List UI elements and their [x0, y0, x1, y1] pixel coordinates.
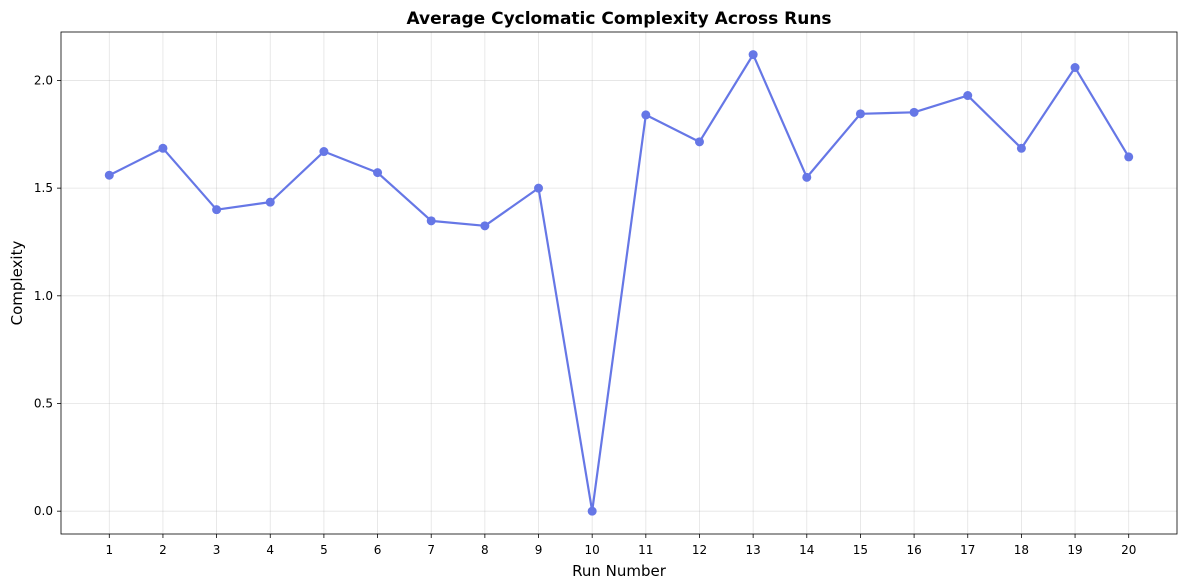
- grid: [61, 32, 1177, 534]
- x-tick-label: 12: [692, 543, 707, 557]
- x-tick-label: 6: [374, 543, 382, 557]
- y-axis-label: Complexity: [8, 241, 26, 326]
- data-point: [534, 183, 544, 193]
- x-tick-label: 1: [105, 543, 113, 557]
- data-point: [963, 91, 973, 101]
- x-tick-label: 5: [320, 543, 328, 557]
- x-tick-label: 13: [745, 543, 760, 557]
- y-ticks: 0.0 0.5 1.0 1.5 2.0: [34, 73, 61, 518]
- data-point: [104, 170, 114, 180]
- plot-frame: [60, 31, 1178, 535]
- y-tick-label: 0.0: [34, 504, 53, 518]
- data-point: [587, 506, 597, 516]
- x-tick-label: 2: [159, 543, 167, 557]
- x-tick-label: 14: [799, 543, 814, 557]
- data-point: [1124, 152, 1134, 162]
- x-ticks: 1 2 3 4 5 6 7 8 9 10 11 12 13 14 15 16 17 18 19 20: [105, 534, 1136, 557]
- x-tick-label: 18: [1014, 543, 1029, 557]
- x-tick-label: 7: [427, 543, 435, 557]
- x-tick-label: 17: [960, 543, 975, 557]
- x-tick-label: 3: [213, 543, 221, 557]
- data-point: [426, 216, 436, 226]
- x-tick-label: 16: [906, 543, 921, 557]
- y-tick-label: 1.5: [34, 181, 53, 195]
- series-line: [108, 53, 1130, 513]
- data-point: [694, 137, 704, 147]
- x-tick-label: 19: [1067, 543, 1082, 557]
- data-point: [373, 168, 383, 178]
- y-tick-label: 1.0: [34, 289, 53, 303]
- data-point: [265, 197, 275, 207]
- data-point: [748, 50, 758, 60]
- data-point: [212, 205, 222, 215]
- x-tick-label: 11: [638, 543, 653, 557]
- data-point: [1070, 63, 1080, 73]
- y-tick-label: 2.0: [34, 73, 53, 87]
- x-tick-label: 8: [481, 543, 489, 557]
- data-point: [1016, 143, 1026, 153]
- data-point: [158, 143, 168, 153]
- x-tick-label: 20: [1121, 543, 1136, 557]
- series-markers: [104, 50, 1134, 516]
- data-point: [802, 172, 812, 182]
- y-tick-label: 0.5: [34, 396, 53, 410]
- x-tick-label: 9: [535, 543, 543, 557]
- x-tick-label: 4: [266, 543, 274, 557]
- x-tick-label: 15: [853, 543, 868, 557]
- data-point: [641, 110, 651, 120]
- data-point: [909, 107, 919, 117]
- x-tick-label: 10: [585, 543, 600, 557]
- x-axis-label: Run Number: [572, 562, 667, 580]
- chart-title: Average Cyclomatic Complexity Across Run…: [406, 9, 831, 29]
- data-point: [319, 147, 329, 157]
- data-point: [480, 221, 490, 231]
- data-point: [855, 109, 865, 119]
